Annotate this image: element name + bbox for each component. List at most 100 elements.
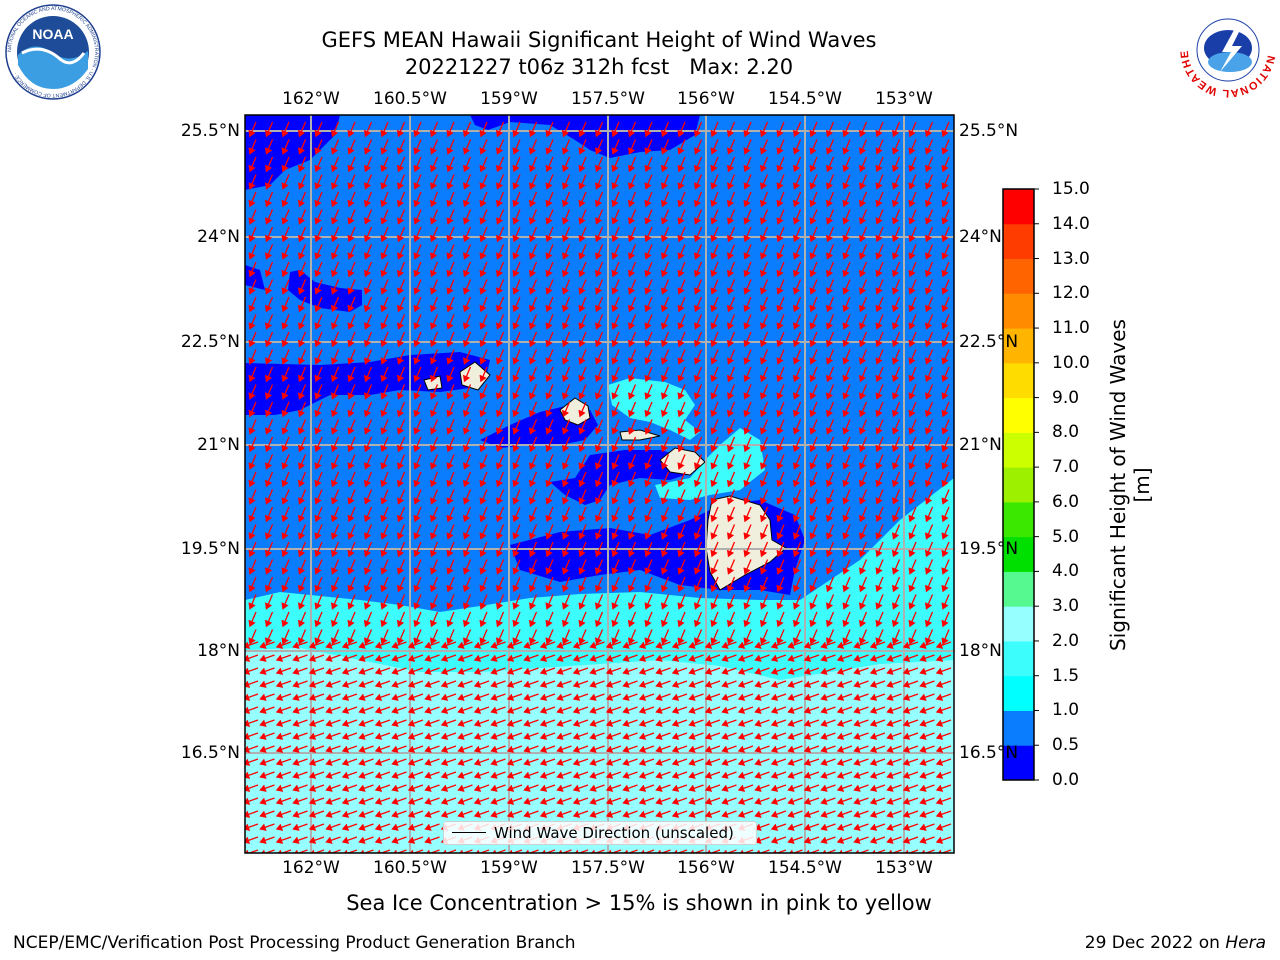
wind-wave-arrow xyxy=(578,156,587,173)
wind-wave-arrow xyxy=(347,261,356,278)
wind-wave-arrow xyxy=(429,349,439,365)
wind-wave-arrow xyxy=(512,139,521,155)
wind-wave-arrow xyxy=(611,191,620,208)
wind-wave-arrow xyxy=(512,331,521,348)
lat-tick-label-left: 16.5°N xyxy=(180,743,240,763)
colorbar-segment xyxy=(1003,640,1034,677)
wind-wave-arrow xyxy=(578,296,587,313)
wind-wave-arrow xyxy=(462,226,472,243)
colorbar-segment xyxy=(1003,189,1034,225)
wind-wave-arrow xyxy=(924,156,934,173)
wind-wave-arrow xyxy=(677,244,686,260)
wind-wave-arrow xyxy=(660,209,670,225)
wind-wave-arrow xyxy=(710,261,719,278)
wind-wave-arrow xyxy=(759,121,769,138)
wind-wave-arrow xyxy=(462,139,472,155)
wind-wave-arrow xyxy=(429,314,439,330)
wind-wave-arrow xyxy=(528,139,538,155)
wind-wave-arrow xyxy=(528,209,538,225)
wind-wave-arrow xyxy=(495,296,505,313)
wind-wave-arrow xyxy=(825,244,835,260)
lat-tick-label-left: 18°N xyxy=(197,641,240,661)
wind-wave-arrow xyxy=(644,349,653,365)
wind-wave-arrow xyxy=(264,174,274,190)
wind-wave-arrow xyxy=(462,244,472,260)
wind-wave-arrow xyxy=(875,209,884,225)
wind-wave-arrow xyxy=(578,331,587,348)
wind-wave-arrow xyxy=(545,279,554,295)
wind-wave-arrow xyxy=(413,314,422,330)
wind-wave-arrow xyxy=(908,226,917,243)
wind-wave-arrow xyxy=(743,279,752,295)
wind-wave-arrow xyxy=(941,156,950,173)
wind-wave-arrow xyxy=(891,121,901,138)
wind-wave-arrow xyxy=(363,244,373,260)
wind-wave-arrow xyxy=(446,261,455,278)
wind-wave-arrow xyxy=(858,226,868,243)
wind-wave-arrow xyxy=(347,349,356,365)
wind-wave-arrow xyxy=(710,331,719,348)
wind-wave-arrow xyxy=(363,261,373,278)
wind-wave-arrow xyxy=(330,296,340,313)
wind-wave-arrow xyxy=(264,331,274,348)
wind-wave-arrow xyxy=(281,139,290,155)
lon-tick-label-top: 159°W xyxy=(480,89,538,109)
wind-wave-arrow xyxy=(248,349,257,365)
wind-wave-arrow xyxy=(363,174,373,190)
wind-wave-arrow xyxy=(281,121,290,138)
wind-wave-arrow xyxy=(528,349,538,365)
wind-wave-arrow xyxy=(396,209,406,225)
wind-wave-arrow xyxy=(726,191,736,208)
lat-tick-label-left: 21°N xyxy=(197,435,240,455)
wind-wave-arrow xyxy=(264,366,274,383)
wind-wave-arrow xyxy=(545,139,554,155)
colorbar-tick-label: 8.0 xyxy=(1052,422,1080,443)
wind-wave-arrow xyxy=(347,331,356,348)
wind-wave-arrow xyxy=(264,314,274,330)
wind-wave-arrow xyxy=(413,349,422,365)
wind-wave-arrow xyxy=(677,174,686,190)
wind-wave-arrow xyxy=(528,156,538,173)
wind-wave-arrow xyxy=(594,139,604,155)
wind-wave-arrow xyxy=(594,349,604,365)
wind-wave-arrow xyxy=(396,191,406,208)
wind-wave-arrow xyxy=(842,261,851,278)
wind-wave-arrow xyxy=(941,226,950,243)
wind-wave-arrow xyxy=(281,226,290,243)
wind-wave-arrow xyxy=(941,139,950,155)
wind-wave-arrow xyxy=(594,279,604,295)
wind-wave-arrow xyxy=(677,121,686,138)
wind-wave-arrow xyxy=(611,226,620,243)
wind-wave-arrow xyxy=(825,279,835,295)
wind-wave-arrow xyxy=(710,156,719,173)
noaa-logo-text: NOAA xyxy=(32,26,73,42)
wind-wave-arrow xyxy=(594,261,604,278)
wind-wave-arrow xyxy=(710,209,719,225)
wind-wave-arrow xyxy=(611,314,620,330)
wind-wave-arrow xyxy=(759,314,769,330)
wind-wave-arrow xyxy=(743,349,752,365)
wind-wave-arrow xyxy=(413,191,422,208)
wind-wave-arrow xyxy=(941,331,950,348)
wind-wave-arrow xyxy=(363,279,373,295)
wind-wave-arrow xyxy=(248,226,257,243)
wind-wave-arrow xyxy=(677,279,686,295)
wind-wave-arrow xyxy=(644,314,653,330)
wind-wave-arrow xyxy=(693,244,703,260)
wind-wave-arrow xyxy=(924,121,934,138)
wind-wave-arrow xyxy=(396,156,406,173)
wind-wave-arrow xyxy=(281,366,290,383)
wind-wave-arrow xyxy=(512,244,521,260)
colorbar-segment xyxy=(1003,362,1034,399)
wind-wave-arrow xyxy=(479,226,488,243)
island-kauai xyxy=(459,361,491,391)
wind-wave-arrow xyxy=(825,261,835,278)
wind-wave-arrow xyxy=(875,139,884,155)
wind-wave-arrow xyxy=(297,366,307,383)
wind-wave-arrow xyxy=(611,174,620,190)
wind-wave-arrow xyxy=(446,226,455,243)
wind-wave-arrow xyxy=(347,226,356,243)
wind-wave-arrow xyxy=(512,209,521,225)
wind-wave-arrow xyxy=(858,279,868,295)
wind-wave-arrow xyxy=(512,279,521,295)
